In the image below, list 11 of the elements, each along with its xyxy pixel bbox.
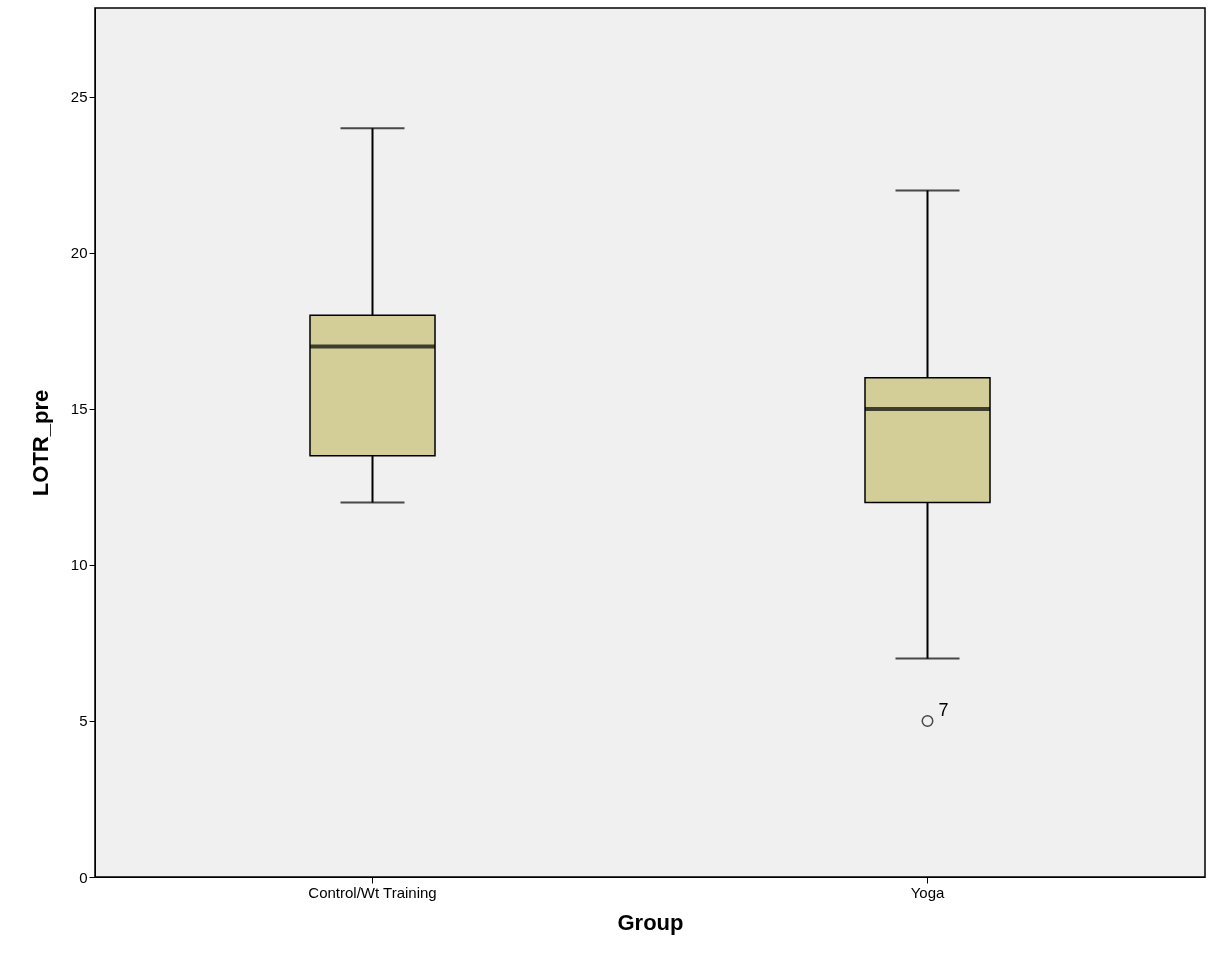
- y-tick-label: 25: [70, 88, 88, 106]
- y-tick-label: 10: [70, 556, 88, 574]
- y-axis-title: LOTR_pre: [27, 389, 53, 497]
- x-axis-title: Group: [617, 909, 684, 935]
- y-tick-label: 20: [70, 244, 88, 262]
- x-tick-label: Yoga: [910, 883, 945, 901]
- y-tick-label: 5: [79, 712, 88, 730]
- x-tick-label: Control/Wt Training: [308, 883, 437, 901]
- annotation: 7: [938, 699, 949, 720]
- y-tick-label: 0: [79, 868, 88, 886]
- y-tick-label: 15: [70, 400, 88, 418]
